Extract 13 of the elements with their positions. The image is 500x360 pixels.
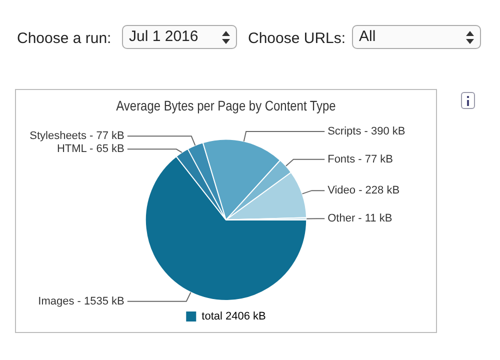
slice-label: HTML - 65 kB bbox=[56, 143, 124, 156]
text: All bbox=[359, 28, 376, 45]
slice-label: Other - 11 kB bbox=[328, 212, 392, 225]
slice-label: Stylesheets - 77 kB bbox=[30, 130, 124, 142]
text: Choose URLs: bbox=[248, 30, 346, 47]
legend-label: total 2406 kB bbox=[202, 310, 266, 323]
slice-label: Video - 228 kB bbox=[328, 184, 400, 197]
chart-title: Average Bytes per Page by Content Type bbox=[116, 97, 336, 114]
slice-label: Scripts - 390 kB bbox=[328, 126, 406, 138]
slice-label: Fonts - 77 kB bbox=[328, 153, 394, 166]
slice-label: Images - 1535 kB bbox=[38, 295, 124, 308]
text: Jul 1 2016 bbox=[129, 28, 198, 45]
text: Choose a run: bbox=[17, 30, 112, 47]
